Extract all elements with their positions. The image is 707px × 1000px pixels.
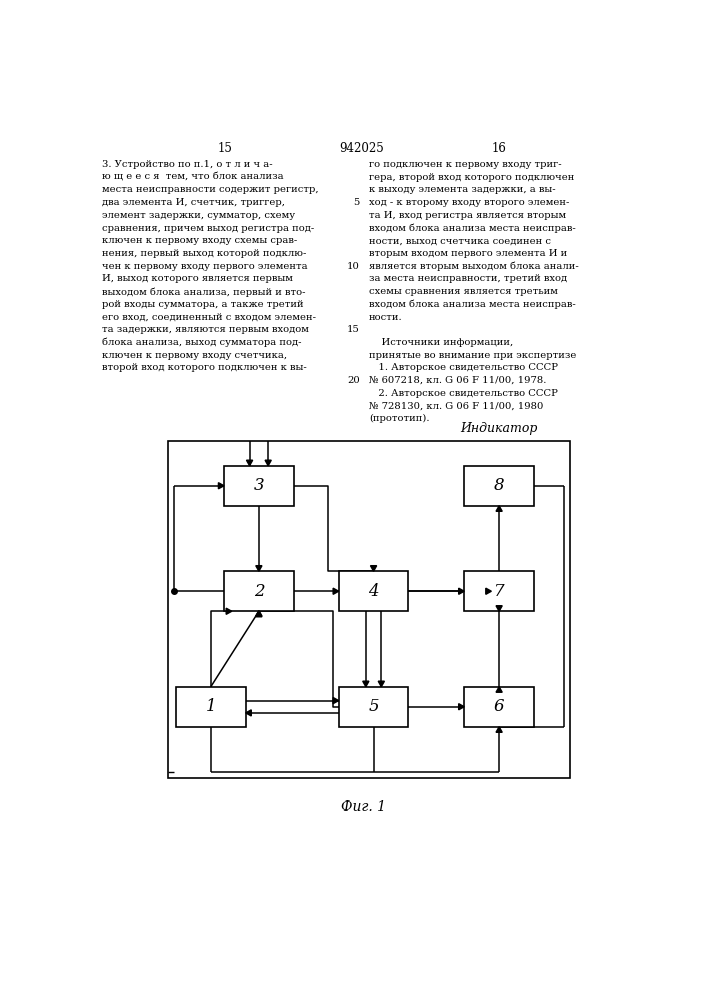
Polygon shape bbox=[256, 610, 262, 616]
Polygon shape bbox=[265, 460, 271, 466]
Text: рой входы сумматора, а также третий: рой входы сумматора, а также третий bbox=[103, 300, 304, 309]
Text: № 607218, кл. G 06 F 11/00, 1978.: № 607218, кл. G 06 F 11/00, 1978. bbox=[369, 376, 547, 385]
Bar bbox=[464, 687, 534, 727]
Text: 942025: 942025 bbox=[339, 142, 385, 155]
Bar bbox=[339, 687, 409, 727]
Bar bbox=[464, 571, 534, 611]
Bar bbox=[464, 466, 534, 506]
Text: 2. Авторское свидетельство СССР: 2. Авторское свидетельство СССР bbox=[369, 389, 558, 398]
Text: ключен к первому входу счетчика,: ключен к первому входу счетчика, bbox=[103, 351, 288, 360]
Polygon shape bbox=[496, 727, 502, 732]
Polygon shape bbox=[496, 606, 502, 611]
Text: вторым входом первого элемента И и: вторым входом первого элемента И и bbox=[369, 249, 567, 258]
Text: (прототип).: (прототип). bbox=[369, 414, 429, 423]
Polygon shape bbox=[370, 566, 377, 571]
Text: элемент задержки, сумматор, схему: элемент задержки, сумматор, схему bbox=[103, 211, 296, 220]
Text: входом блока анализа места неисправ-: входом блока анализа места неисправ- bbox=[369, 224, 575, 233]
Text: второй вход которого подключен к вы-: второй вход которого подключен к вы- bbox=[103, 363, 307, 372]
Polygon shape bbox=[459, 588, 464, 594]
Text: та И, вход регистра является вторым: та И, вход регистра является вторым bbox=[369, 211, 566, 220]
Text: 3. Устройство по п.1, о т л и ч а-: 3. Устройство по п.1, о т л и ч а- bbox=[103, 160, 273, 169]
Text: является вторым выходом блока анали-: является вторым выходом блока анали- bbox=[369, 262, 578, 271]
Text: 8: 8 bbox=[493, 477, 504, 494]
Bar bbox=[168, 441, 571, 778]
Text: чен к первому входу первого элемента: чен к первому входу первого элемента bbox=[103, 262, 308, 271]
Polygon shape bbox=[256, 611, 262, 617]
Text: 7: 7 bbox=[493, 583, 504, 600]
Polygon shape bbox=[496, 687, 502, 692]
Text: два элемента И, счетчик, триггер,: два элемента И, счетчик, триггер, bbox=[103, 198, 286, 207]
Text: 15: 15 bbox=[346, 325, 360, 334]
Polygon shape bbox=[459, 704, 464, 710]
Text: схемы сравнения является третьим: схемы сравнения является третьим bbox=[369, 287, 558, 296]
Text: № 728130, кл. G 06 F 11/00, 1980: № 728130, кл. G 06 F 11/00, 1980 bbox=[369, 401, 543, 410]
Text: нения, первый выход которой подклю-: нения, первый выход которой подклю- bbox=[103, 249, 307, 258]
Text: 1. Авторское свидетельство СССР: 1. Авторское свидетельство СССР bbox=[369, 363, 558, 372]
Text: сравнения, причем выход регистра под-: сравнения, причем выход регистра под- bbox=[103, 224, 315, 233]
Text: места неисправности содержит регистр,: места неисправности содержит регистр, bbox=[103, 185, 319, 194]
Text: 16: 16 bbox=[491, 142, 506, 155]
Text: 20: 20 bbox=[347, 376, 360, 385]
Text: ход - к второму входу второго элемен-: ход - к второму входу второго элемен- bbox=[369, 198, 569, 207]
Polygon shape bbox=[486, 588, 491, 594]
Text: Источники информации,: Источники информации, bbox=[369, 338, 513, 347]
Polygon shape bbox=[378, 681, 385, 687]
Text: та задержки, являются первым входом: та задержки, являются первым входом bbox=[103, 325, 309, 334]
Text: ности.: ности. bbox=[369, 312, 402, 322]
Text: выходом блока анализа, первый и вто-: выходом блока анализа, первый и вто- bbox=[103, 287, 306, 297]
Polygon shape bbox=[247, 460, 252, 466]
Text: 3: 3 bbox=[254, 477, 264, 494]
Text: 2: 2 bbox=[254, 583, 264, 600]
Text: его вход, соединенный с входом элемен-: его вход, соединенный с входом элемен- bbox=[103, 312, 316, 322]
Text: блока анализа, выход сумматора под-: блока анализа, выход сумматора под- bbox=[103, 338, 302, 347]
Text: ключен к первому входу схемы срав-: ключен к первому входу схемы срав- bbox=[103, 236, 298, 245]
Polygon shape bbox=[218, 483, 224, 489]
Text: гера, второй вход которого подключен: гера, второй вход которого подключен bbox=[369, 173, 574, 182]
Text: 15: 15 bbox=[218, 142, 233, 155]
Polygon shape bbox=[256, 566, 262, 571]
Text: входом блока анализа места неисправ-: входом блока анализа места неисправ- bbox=[369, 300, 575, 309]
Bar bbox=[224, 571, 293, 611]
Text: принятые во внимание при экспертизе: принятые во внимание при экспертизе bbox=[369, 351, 576, 360]
Text: 6: 6 bbox=[493, 698, 504, 715]
Text: 5: 5 bbox=[354, 198, 360, 207]
Bar bbox=[339, 571, 409, 611]
Text: го подключен к первому входу триг-: го подключен к первому входу триг- bbox=[369, 160, 561, 169]
Text: за места неисправности, третий вход: за места неисправности, третий вход bbox=[369, 274, 567, 283]
Polygon shape bbox=[363, 681, 369, 687]
Text: И, выход которого является первым: И, выход которого является первым bbox=[103, 274, 293, 283]
Text: Индикатор: Индикатор bbox=[460, 422, 538, 435]
Polygon shape bbox=[246, 710, 251, 716]
Text: ю щ е е с я  тем, что блок анализа: ю щ е е с я тем, что блок анализа bbox=[103, 173, 284, 182]
Text: 10: 10 bbox=[346, 262, 360, 271]
Polygon shape bbox=[333, 588, 339, 594]
Text: ности, выход счетчика соединен с: ности, выход счетчика соединен с bbox=[369, 236, 551, 245]
Polygon shape bbox=[496, 506, 502, 511]
Bar bbox=[176, 687, 246, 727]
Text: Фиг. 1: Фиг. 1 bbox=[341, 800, 386, 814]
Text: к выходу элемента задержки, а вы-: к выходу элемента задержки, а вы- bbox=[369, 185, 556, 194]
Text: 5: 5 bbox=[368, 698, 379, 715]
Text: 4: 4 bbox=[368, 583, 379, 600]
Polygon shape bbox=[226, 608, 232, 614]
Text: 1: 1 bbox=[206, 698, 216, 715]
Polygon shape bbox=[333, 698, 339, 704]
Bar bbox=[224, 466, 293, 506]
